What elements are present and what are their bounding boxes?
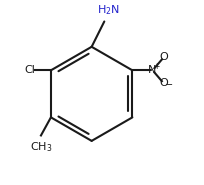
Text: Cl: Cl xyxy=(24,65,35,75)
Text: O: O xyxy=(159,78,168,88)
Text: −: − xyxy=(165,80,173,90)
Text: H$_2$N: H$_2$N xyxy=(97,4,120,18)
Text: O: O xyxy=(159,52,168,62)
Text: CH$_3$: CH$_3$ xyxy=(30,140,52,154)
Text: N: N xyxy=(147,65,156,75)
Text: +: + xyxy=(152,62,159,71)
